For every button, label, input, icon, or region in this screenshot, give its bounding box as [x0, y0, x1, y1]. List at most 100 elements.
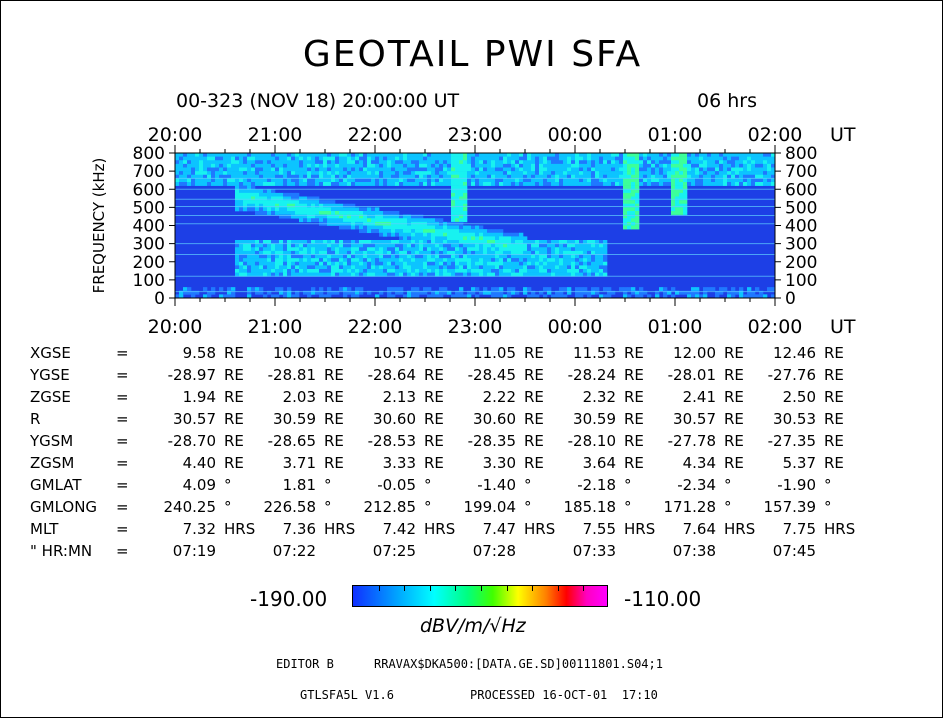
spectrogram-cell	[299, 272, 304, 277]
spectrogram-cell	[319, 250, 324, 255]
spectrogram-cell	[591, 254, 596, 259]
spectrogram-cell	[543, 174, 548, 179]
spectrogram-cell	[263, 247, 268, 252]
spectrogram-cell	[315, 196, 320, 201]
spectrogram-cell	[247, 290, 252, 295]
spectrogram-cell	[299, 269, 304, 273]
spectrogram-cell	[399, 153, 404, 157]
spectrogram-cell	[431, 258, 436, 263]
orbit-unit: °	[224, 498, 232, 516]
spectrogram-cell	[711, 174, 716, 179]
spectrogram-cell	[519, 265, 524, 270]
spectrogram-cell	[335, 290, 340, 295]
spectrogram-cell	[443, 250, 448, 255]
spectrogram-cell	[275, 294, 280, 299]
spectrogram-cell	[591, 171, 596, 176]
spectrogram-cell	[339, 225, 344, 230]
spectrogram-cell	[747, 160, 752, 165]
spectrogram-cell	[191, 182, 196, 186]
spectrogram-cell	[327, 290, 332, 295]
spectrogram-cell	[275, 240, 280, 244]
spectrogram-cell	[351, 258, 356, 263]
spectrogram-cell	[295, 178, 300, 183]
spectrogram-cell	[243, 200, 248, 205]
spectrogram-cell	[479, 269, 484, 273]
spectrogram-cell	[539, 167, 544, 172]
spectrogram-cell	[607, 178, 612, 183]
spectrogram-cell	[751, 153, 756, 157]
spectrogram-cell	[683, 189, 688, 194]
spectrogram-cell	[287, 160, 292, 165]
spectrogram-cell	[207, 153, 212, 157]
orbit-value: 30.60	[473, 410, 516, 428]
spectrogram-cell	[339, 178, 344, 183]
spectrogram-cell	[235, 196, 240, 201]
spectrogram-cell	[527, 243, 532, 248]
spectrogram-cell	[183, 290, 188, 295]
spectrogram-cell	[271, 243, 276, 248]
spectrogram-cell	[583, 287, 588, 292]
spectrogram-cell	[267, 156, 272, 161]
spectrogram-cell	[555, 178, 560, 183]
y-tick-label-left: 200	[133, 253, 165, 273]
spectrogram-cell	[627, 294, 632, 299]
spectrogram-cell	[695, 156, 700, 161]
spectrogram-cell	[311, 167, 316, 172]
spectrogram-cell	[367, 171, 372, 176]
spectrogram-cell	[179, 182, 184, 186]
spectrogram-cell	[255, 156, 260, 161]
spectrogram-cell	[359, 290, 364, 295]
spectrogram-cell	[543, 156, 548, 161]
spectrogram-cell	[327, 294, 332, 299]
spectrogram-cell	[459, 240, 464, 244]
spectrogram-cell	[595, 269, 600, 273]
spectrogram-cell	[571, 240, 576, 244]
spectrogram-cell	[447, 254, 452, 259]
spectrogram-cell	[199, 171, 204, 176]
spectrogram-cell	[439, 225, 444, 230]
spectrogram-cell	[419, 269, 424, 273]
spectrogram-cell	[203, 178, 208, 183]
spectrogram-cell	[575, 261, 580, 266]
spectrogram-cell	[587, 160, 592, 165]
spectrogram-cell	[503, 272, 508, 277]
spectrogram-cell	[699, 174, 704, 179]
spectrogram-cell	[247, 174, 252, 179]
spectrogram-cell	[399, 156, 404, 161]
spectrogram-cell	[567, 254, 572, 259]
spectrogram-cell	[387, 167, 392, 172]
spectrogram-cell	[603, 163, 608, 168]
spectrogram-cell	[407, 269, 412, 273]
spectrogram-cell	[403, 236, 408, 241]
spectrogram-cell	[531, 272, 536, 277]
spectrogram-cell	[483, 236, 488, 241]
spectrogram-cell	[479, 254, 484, 259]
spectrogram-cell	[515, 272, 520, 277]
spectrogram-cell	[411, 247, 416, 252]
spectrogram-cell	[247, 171, 252, 176]
spectrogram-cell	[259, 258, 264, 263]
spectrogram-cell	[547, 156, 552, 161]
spectrogram-cell	[763, 160, 768, 165]
spectrogram-cell	[291, 269, 296, 273]
spectrogram-cell	[519, 178, 524, 183]
spectrogram-cell	[407, 247, 412, 252]
spectrogram-cell	[407, 153, 412, 157]
spectrogram-cell	[475, 182, 480, 186]
spectrogram-cell	[595, 247, 600, 252]
spectrogram-cell	[431, 160, 436, 165]
spectrogram-cell	[407, 243, 412, 248]
orbit-value: -28.53	[367, 432, 416, 450]
spectrogram-cell	[359, 160, 364, 165]
spectrogram-cell	[539, 265, 544, 270]
orbit-unit: RE	[724, 410, 744, 428]
orbit-unit: RE	[724, 432, 744, 450]
spectrogram-cell	[759, 160, 764, 165]
spectrogram-cell	[323, 182, 328, 186]
spectrogram-cell	[531, 261, 536, 266]
spectrogram-cell	[735, 290, 740, 295]
spectrogram-cell	[263, 174, 268, 179]
spectrogram-cell	[651, 174, 656, 179]
spectrogram-cell	[603, 247, 608, 252]
spectrogram-cell	[183, 178, 188, 183]
